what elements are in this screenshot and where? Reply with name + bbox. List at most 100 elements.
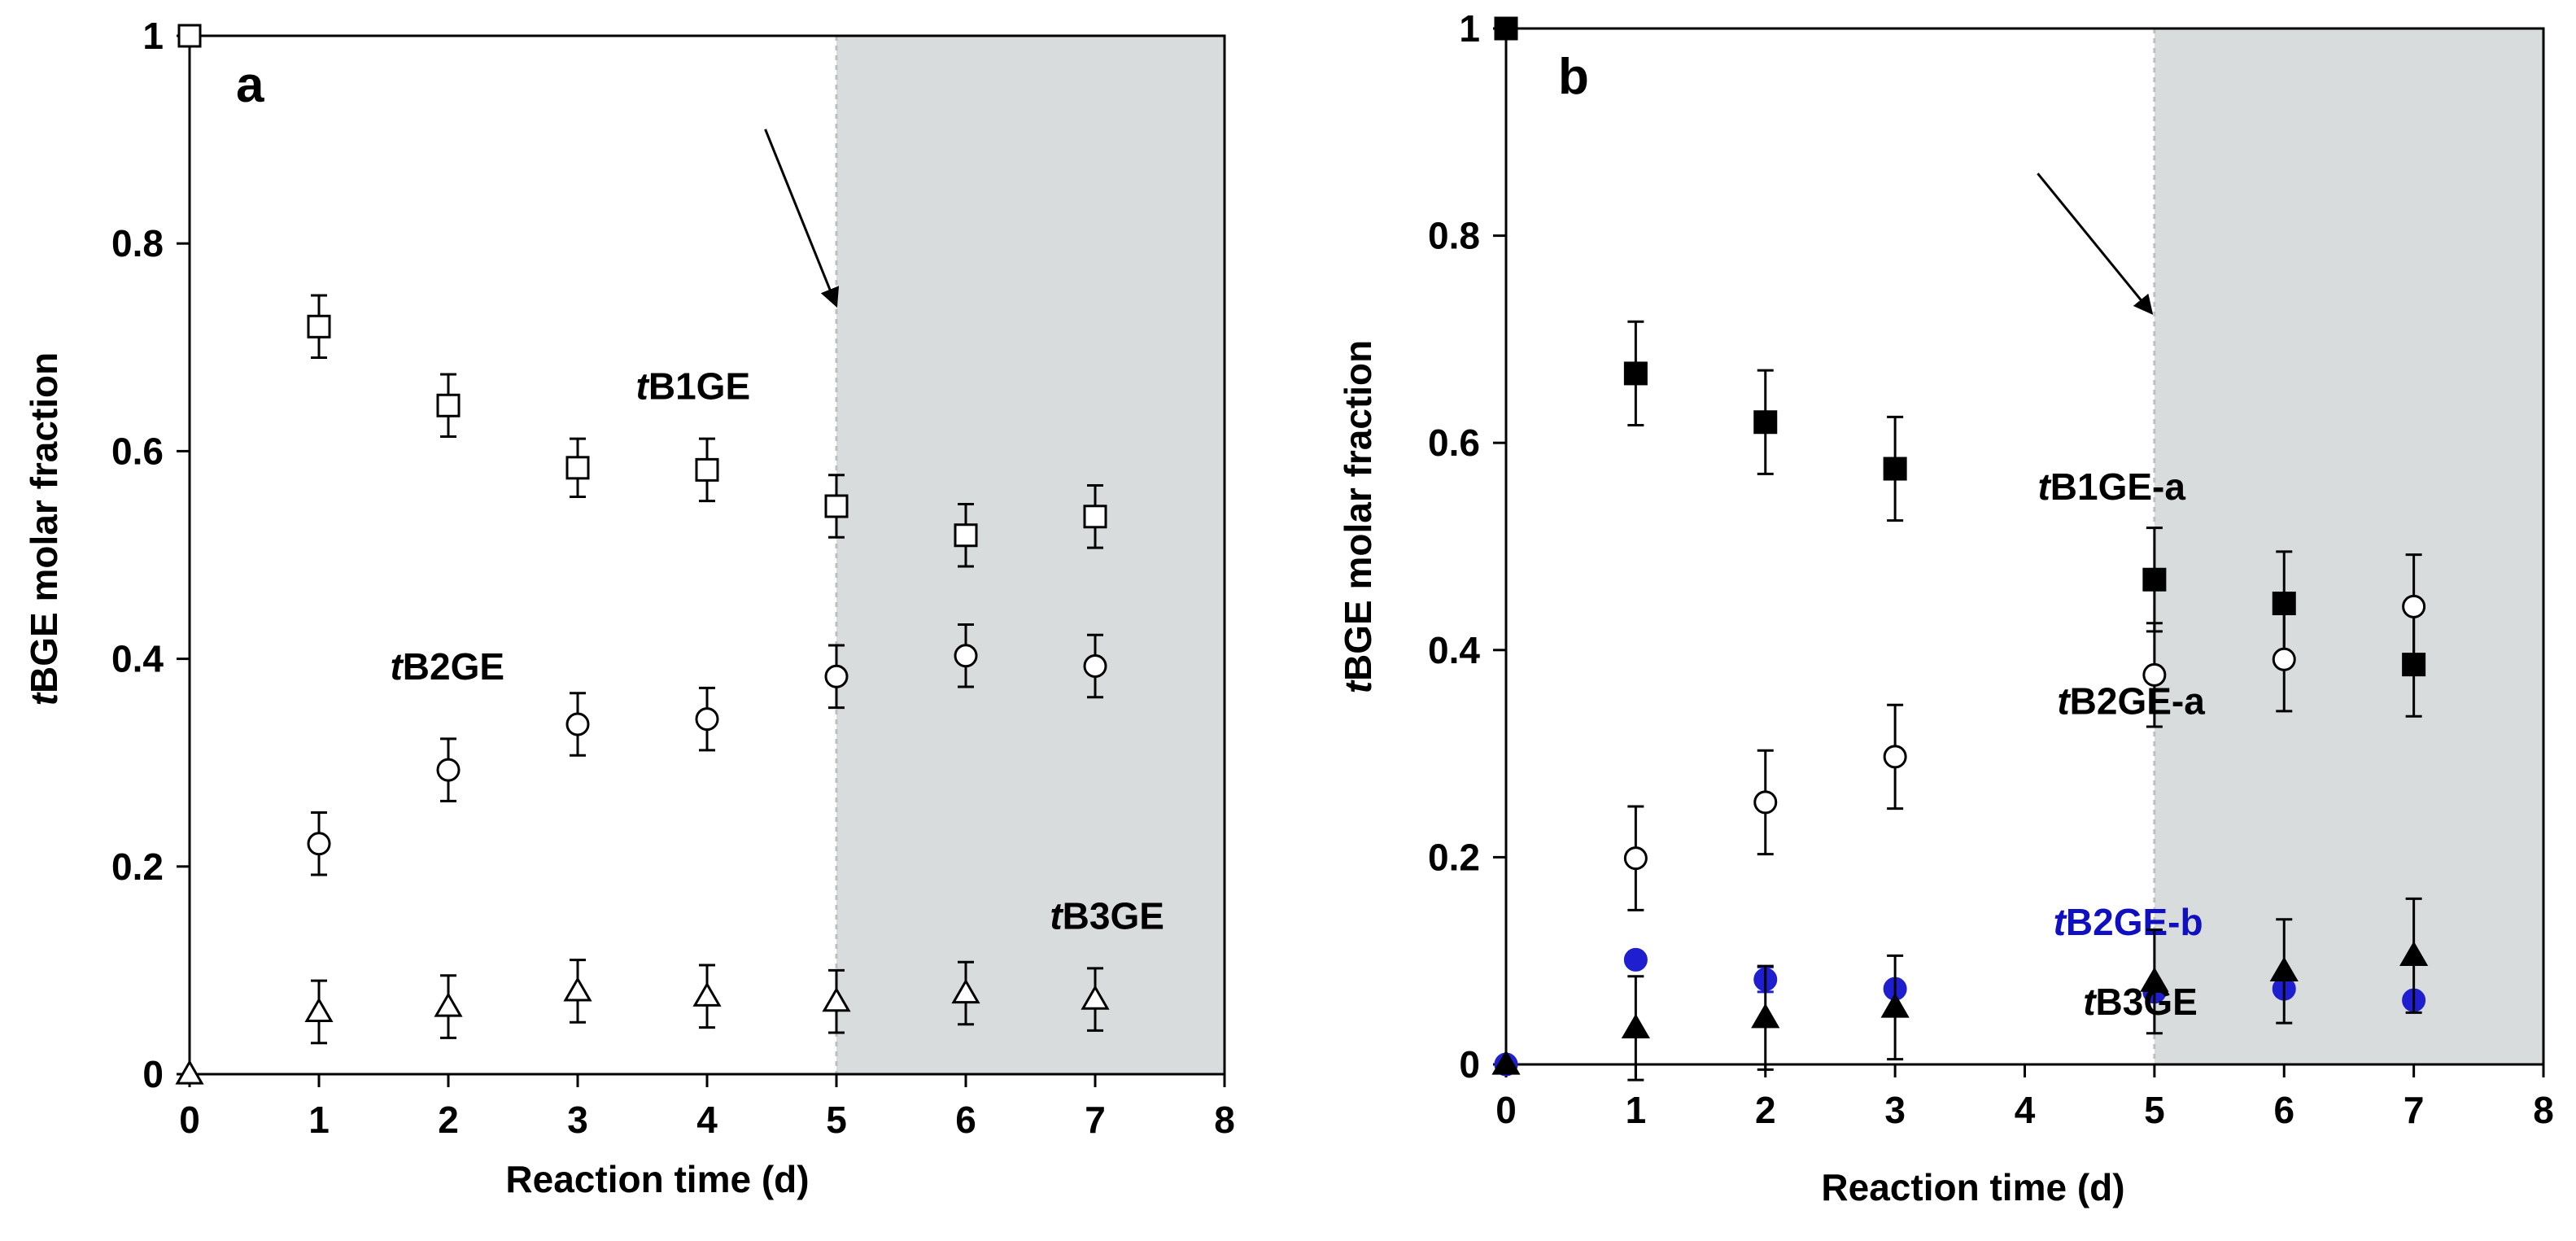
panel-a-label-tb1ge-rest: B1GE — [648, 365, 750, 408]
panel-b-tb1ge-a-point-4 — [2142, 567, 2167, 592]
panel-b-label-tb3ge-rest: B3GE — [2096, 981, 2198, 1023]
panel-a-tb2ge-point-4 — [824, 664, 849, 688]
panel-a-y-tick-label-0-4: 0.4 — [111, 638, 164, 680]
panel-a-tb2ge-point-2 — [565, 712, 590, 736]
panel-a-y-axis-title-rest: BGE molar fraction — [23, 352, 65, 693]
panel-a-shaded-region — [836, 36, 1225, 1074]
panel-b-tb2ge-b-point-1 — [1623, 947, 1648, 972]
panel-a-label-tb3ge: tB3GE — [1050, 894, 1164, 937]
panel-a-tb1ge-point-0 — [177, 24, 202, 48]
panel-b-x-tick-label-6: 6 — [2273, 1089, 2294, 1131]
panel-a-x-tick-label-8: 8 — [1214, 1099, 1235, 1141]
panel-a-y-axis-title: tBGE molar fraction — [23, 352, 65, 706]
panel-a-y-tick-label-0: 0 — [142, 1053, 164, 1095]
panel-b-label-tb2ge-a-italic: t — [2057, 680, 2071, 723]
panel-a-tb3ge-point-1 — [304, 997, 334, 1023]
panel-b-label-tb2ge-a: tB2GE-a — [2057, 680, 2205, 723]
panel-b-tb2ge-a-point-5 — [2402, 594, 2426, 618]
panel-b-series-tb2ge-a — [1623, 553, 2426, 911]
panel-b-x-tick-label-8: 8 — [2533, 1089, 2554, 1131]
panel-a-y-tick-label-0-8: 0.8 — [111, 222, 164, 264]
panel-b-y-tick-label-0-8: 0.8 — [1428, 215, 1480, 257]
panel-b-y-tick-label-1: 1 — [1459, 7, 1480, 50]
panel-a-x-tick-label-4: 4 — [696, 1099, 718, 1141]
panel-a-tb3ge-point-3 — [563, 977, 592, 1002]
panel-b-label-tb2ge-b: tB2GE-b — [2054, 901, 2203, 943]
panel-a-tb3ge-point-4 — [692, 981, 722, 1007]
panel-a-x-tick-label-6: 6 — [955, 1099, 976, 1141]
panel-b-x-axis-title: Reaction time (d) — [1821, 1166, 2124, 1208]
panel-a-tb1ge-point-7 — [1083, 505, 1107, 529]
panel-b-tb3ge-point-1 — [1621, 1013, 1650, 1039]
panel-a-tb2ge-point-1 — [436, 758, 461, 782]
panel-a-x-tick-label-0: 0 — [179, 1099, 200, 1141]
panel-b-tb3ge-point-4 — [2140, 967, 2169, 992]
panel-a-label-tb1ge-italic: t — [636, 365, 650, 408]
panel-a-label-tb2ge-italic: t — [390, 645, 404, 688]
panel-b-label-tb2ge-b-italic: t — [2054, 901, 2067, 943]
panel-b: 0 1 2 3 4 5 6 7 800.20.40.60.81tB1GE-atB2GE-atB2… — [1337, 7, 2554, 1208]
panel-a-tb3ge-point-0 — [175, 1060, 204, 1085]
panel-a-tb1ge-point-4 — [695, 457, 719, 482]
panel-a-y-axis-title-italic: t — [23, 692, 65, 706]
panel-a-y-tick-label-0-6: 0.6 — [111, 430, 164, 472]
panel-a-tb2ge-point-6 — [1083, 654, 1107, 679]
panel-a-y-tick-label-0-2: 0.2 — [111, 846, 164, 888]
panel-b-x-tick-label-5: 5 — [2144, 1089, 2165, 1131]
panel-a-tb1ge-point-1 — [307, 314, 331, 339]
panel-b-y-tick-label-0-2: 0.2 — [1428, 836, 1480, 878]
panel-b-shaded-region — [2154, 28, 2543, 1064]
panel-b-tb3ge-point-0 — [1491, 1050, 1521, 1075]
panel-b-tb2ge-a-point-4 — [2272, 647, 2296, 671]
panel-a-tb3ge-point-7 — [1081, 985, 1110, 1010]
panel-b-label-tb2ge-a-rest: B2GE-a — [2070, 680, 2206, 723]
panel-a-tb3ge-point-5 — [822, 986, 851, 1012]
panel-b-label-tb3ge-italic: t — [2083, 981, 2097, 1023]
panel-a-arrow — [764, 129, 840, 308]
panel-b-tb2ge-a-point-1 — [1753, 790, 1778, 815]
panel-b-tb1ge-a-point-0 — [1494, 16, 1518, 41]
panel-b-tb3ge-point-3 — [1880, 993, 1910, 1018]
panel-b-tb1ge-a-point-2 — [1753, 410, 1778, 435]
panel-a-tb3ge-point-2 — [434, 992, 463, 1017]
panel-b-x-tick-label-4: 4 — [2015, 1089, 2036, 1131]
panel-a-tb2ge-point-0 — [307, 832, 331, 856]
panel-a-y-tick-label-1: 1 — [142, 15, 164, 57]
panel-a-tb1ge-point-3 — [565, 456, 590, 480]
panel-b-tb3ge-point-2 — [1751, 1003, 1780, 1029]
panel-b-x-tick-label-7: 7 — [2404, 1089, 2425, 1131]
panel-b-x-tick-label-0: 0 — [1495, 1089, 1517, 1131]
panel-b-tb2ge-a-point-0 — [1623, 846, 1648, 871]
panel-a-tb2ge-point-3 — [695, 707, 719, 732]
panel-a-series-tb3ge — [175, 959, 1110, 1085]
panel-b-arrow — [2037, 173, 2154, 315]
panel-b-label-tb2ge-b-rest: B2GE-b — [2066, 901, 2203, 943]
panel-a-label-tb3ge-italic: t — [1050, 894, 1063, 937]
panel-a-x-tick-label-5: 5 — [826, 1099, 847, 1141]
panel-a-letter: a — [236, 57, 264, 113]
panel-b-label-tb1ge-a: tB1GE-a — [2037, 465, 2185, 508]
panel-b-tb2ge-a-point-3 — [2142, 662, 2167, 687]
panel-a-x-tick-label-1: 1 — [308, 1099, 330, 1141]
panel-b-y-tick-label-0-4: 0.4 — [1428, 629, 1480, 671]
panel-a-series-tb1ge — [177, 24, 1107, 568]
panel-b-tb1ge-a-point-3 — [1883, 457, 1907, 481]
panel-b-label-tb3ge: tB3GE — [2083, 981, 2198, 1023]
panel-b-series-tb3ge — [1491, 897, 2429, 1082]
panel-a-tb1ge-point-2 — [436, 393, 461, 417]
panel-b-tb2ge-a-point-2 — [1883, 745, 1907, 769]
panel-a-x-tick-label-3: 3 — [567, 1099, 588, 1141]
panel-b-x-tick-label-3: 3 — [1884, 1089, 1906, 1131]
panel-b-label-tb1ge-a-rest: B1GE-a — [2050, 465, 2186, 508]
panel-b-plot: 0 1 2 3 4 5 6 7 800.20.40.60.81tB1GE-atB2GE-atB2… — [1428, 7, 2554, 1131]
panel-a-x-tick-label-2: 2 — [438, 1099, 459, 1141]
panel-b-tb1ge-a-point-1 — [1623, 361, 1648, 386]
panel-b-tb3ge-point-5 — [2269, 956, 2299, 982]
panel-b-y-axis-title-rest: BGE molar fraction — [1337, 340, 1379, 681]
panel-a-tb1ge-point-5 — [824, 494, 849, 518]
panel-a-x-tick-label-7: 7 — [1085, 1099, 1106, 1141]
panel-a-series-tb2ge — [307, 623, 1107, 876]
